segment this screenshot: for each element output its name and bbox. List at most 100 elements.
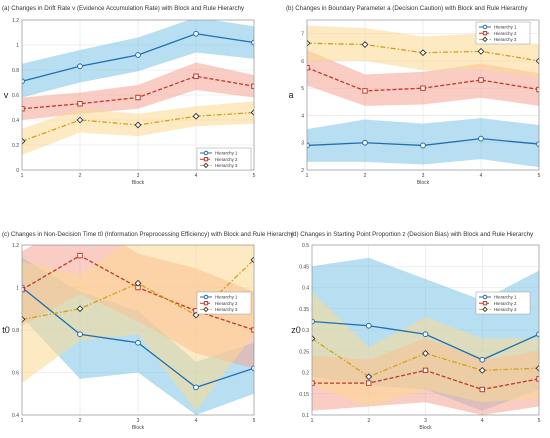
data-point-series-1	[251, 39, 254, 46]
axes-frame	[311, 244, 540, 416]
data-point-series-3	[76, 116, 84, 124]
data-point-series-3	[312, 335, 316, 342]
x-axis-label: Block	[419, 425, 432, 431]
y-tick-label: 0.2	[12, 143, 19, 149]
data-point-series-3	[22, 315, 26, 323]
legend-label-3: Hierarchy 3	[494, 37, 517, 42]
data-point-series-3	[22, 137, 26, 145]
x-axis-label: Block	[132, 425, 145, 431]
data-point-series-3	[365, 373, 373, 381]
data-point-series-1	[362, 139, 368, 146]
data-point-series-2	[77, 252, 83, 259]
data-point-series-1	[422, 331, 429, 338]
y-tick-label: 7	[301, 32, 304, 38]
data-point-series-3	[250, 109, 254, 116]
data-point-series-2	[135, 94, 141, 101]
y-tick-label: 2	[301, 168, 304, 174]
plot-layer	[312, 257, 539, 415]
x-tick-label: 1	[311, 418, 314, 424]
chart-panel-a: (a) Changes in Drift Rate v (Evidence Ac…	[2, 5, 256, 186]
axes-frame	[21, 244, 255, 416]
y-tick-label: 0	[16, 168, 19, 174]
chart-title: (a) Changes in Drift Rate v (Evidence Ac…	[2, 5, 245, 12]
data-point-series-3	[307, 39, 311, 47]
series-line-3	[22, 259, 254, 321]
data-point-series-1	[193, 30, 199, 37]
x-axis-label: Block	[417, 180, 430, 186]
legend-label-1: Hierarchy 1	[215, 151, 238, 156]
data-point-series-3	[422, 349, 429, 357]
data-point-series-2	[420, 85, 426, 91]
x-tick-label: 5	[253, 173, 256, 179]
x-tick-label: 2	[79, 418, 82, 424]
legend-marker-2	[203, 157, 209, 162]
confidence-band-series-3	[22, 245, 254, 411]
legend-marker-2	[482, 31, 488, 36]
data-point-series-3	[134, 121, 142, 129]
data-point-series-3	[477, 47, 485, 55]
x-tick-label: 3	[137, 418, 140, 424]
y-tick-label: 3	[301, 141, 304, 147]
data-point-series-3	[192, 112, 200, 120]
y-axis-label: a	[288, 90, 293, 100]
plot-layer	[22, 245, 254, 415]
y-tick-label: 1.2	[12, 243, 19, 249]
y-tick-label: 0.8	[12, 68, 19, 74]
y-axis-label: v	[4, 90, 9, 100]
y-tick-label: 6	[301, 59, 304, 65]
data-point-series-1	[77, 331, 83, 338]
data-point-series-2	[366, 380, 372, 386]
data-point-series-2	[77, 101, 83, 107]
legend-label-2: Hierarchy 2	[494, 301, 517, 306]
data-point-series-3	[478, 366, 486, 374]
data-point-series-2	[22, 286, 25, 293]
data-point-series-2	[307, 65, 310, 71]
legend-marker-1	[482, 294, 488, 300]
data-point-series-1	[77, 63, 83, 70]
legend-label-1: Hierarchy 1	[215, 295, 238, 300]
legend-label-3: Hierarchy 3	[215, 163, 238, 168]
data-point-series-2	[193, 73, 199, 79]
x-tick-label: 2	[364, 173, 367, 179]
legend-marker-3	[203, 306, 209, 313]
chart-title: (b) Changes in Boundary Parameter a (Dec…	[286, 5, 528, 12]
legend-marker-3	[203, 162, 209, 169]
x-tick-label: 2	[367, 418, 370, 424]
chart-panel-c: (c) Changes in Non-Decision Time t0 (Inf…	[2, 231, 294, 431]
y-tick-label: 4	[301, 113, 304, 119]
data-point-series-2	[479, 386, 485, 393]
x-tick-label: 3	[137, 173, 140, 179]
y-tick-label: 0.4	[302, 286, 309, 292]
legend-label-2: Hierarchy 2	[215, 301, 238, 306]
legend-label-3: Hierarchy 3	[494, 307, 517, 312]
data-point-series-3	[134, 279, 142, 287]
legend-label-3: Hierarchy 3	[215, 307, 238, 312]
chart-panel-d: (d) Changes in Starting Point Proportion…	[291, 231, 541, 431]
y-tick-label: 0.5	[302, 243, 309, 249]
x-tick-label: 2	[79, 173, 82, 179]
y-tick-label: 0.25	[299, 349, 309, 355]
x-tick-label: 5	[253, 418, 256, 424]
data-point-series-2	[362, 88, 368, 94]
data-point-series-1	[135, 339, 141, 346]
y-tick-label: 0.35	[299, 307, 309, 313]
x-tick-label: 1	[21, 418, 24, 424]
chart-title: (d) Changes in Starting Point Proportion…	[291, 231, 534, 238]
data-point-series-2	[478, 77, 484, 83]
legend-label-2: Hierarchy 2	[215, 157, 238, 162]
data-point-series-3	[535, 57, 539, 65]
data-point-series-1	[478, 135, 484, 142]
y-tick-label: 5	[301, 86, 304, 92]
legend-marker-3	[482, 36, 488, 43]
data-point-series-3	[250, 256, 254, 264]
chart-panel-b: (b) Changes in Boundary Parameter a (Dec…	[286, 5, 541, 186]
legend-marker-1	[203, 150, 209, 156]
y-tick-label: 0.15	[299, 392, 309, 398]
legend-label-2: Hierarchy 2	[494, 31, 517, 36]
data-point-series-2	[251, 327, 254, 333]
data-point-series-3	[535, 364, 539, 372]
axes-frame	[21, 19, 255, 171]
